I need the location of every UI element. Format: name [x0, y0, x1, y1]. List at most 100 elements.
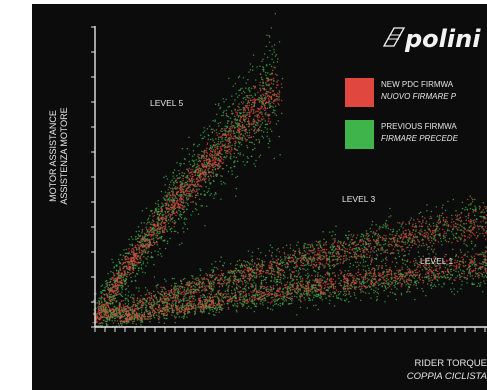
- scatter-point: [180, 191, 183, 193]
- scatter-point: [270, 260, 272, 263]
- scatter-point: [142, 262, 145, 265]
- scatter-point: [161, 230, 164, 232]
- scatter-point: [250, 94, 253, 97]
- scatter-point: [242, 90, 245, 92]
- scatter-point: [152, 237, 155, 239]
- scatter-point: [224, 276, 227, 278]
- scatter-point: [127, 258, 130, 260]
- scatter-point: [257, 128, 260, 131]
- scatter-point: [362, 243, 364, 246]
- scatter-point: [126, 258, 128, 260]
- scatter-point: [254, 79, 257, 81]
- scatter-point: [108, 284, 110, 286]
- scatter-point: [175, 282, 177, 285]
- scatter-point: [331, 255, 333, 258]
- scatter-point: [174, 302, 177, 305]
- scatter-point: [185, 181, 187, 183]
- scatter-point: [265, 90, 268, 93]
- scatter-point: [276, 278, 279, 281]
- scatter-point: [269, 49, 271, 52]
- scatter-point: [130, 236, 133, 238]
- scatter-point: [457, 223, 459, 225]
- scatter-point: [272, 61, 275, 64]
- scatter-point: [253, 111, 255, 114]
- scatter-point: [170, 208, 173, 210]
- scatter-point: [271, 276, 273, 279]
- scatter-point: [426, 248, 429, 251]
- scatter-point: [419, 230, 421, 232]
- scatter-point: [239, 112, 242, 115]
- scatter-point: [109, 294, 111, 296]
- scatter-point: [188, 190, 190, 193]
- scatter-point: [190, 201, 192, 204]
- scatter-point: [356, 234, 359, 237]
- scatter-point: [286, 281, 289, 283]
- scatter-point: [96, 312, 98, 315]
- scatter-point: [284, 253, 286, 255]
- scatter-point: [475, 231, 478, 233]
- scatter-point: [162, 205, 165, 207]
- scatter-point: [173, 212, 176, 215]
- scatter-point: [238, 106, 240, 109]
- scatter-point: [413, 242, 416, 245]
- scatter-point: [231, 170, 233, 172]
- scatter-point: [118, 274, 120, 277]
- scatter-point: [119, 269, 122, 271]
- scatter-point: [396, 245, 399, 248]
- scatter-point: [470, 242, 473, 244]
- scatter-point: [245, 131, 248, 133]
- scatter-point: [241, 123, 244, 126]
- scatter-point: [333, 249, 335, 252]
- scatter-point: [385, 219, 388, 222]
- scatter-point: [205, 177, 207, 180]
- scatter-point: [109, 313, 112, 316]
- scatter-point: [157, 211, 159, 214]
- scatter-point: [294, 265, 297, 268]
- scatter-point: [140, 245, 142, 247]
- scatter-point: [275, 255, 277, 257]
- scatter-point: [203, 149, 206, 152]
- scatter-point: [113, 274, 116, 277]
- scatter-point: [171, 206, 173, 209]
- scatter-point: [236, 96, 239, 98]
- scatter-point: [470, 197, 473, 199]
- scatter-point: [244, 108, 246, 110]
- scatter-point: [472, 198, 474, 201]
- scatter-point: [245, 138, 247, 141]
- scatter-point: [239, 286, 242, 289]
- scatter-point: [186, 195, 189, 197]
- scatter-point: [388, 245, 390, 247]
- scatter-point: [271, 72, 273, 75]
- scatter-point: [135, 236, 137, 238]
- scatter-point: [305, 269, 307, 272]
- scatter-point: [119, 303, 121, 306]
- scatter-point: [117, 293, 120, 295]
- scatter-point: [191, 275, 194, 277]
- scatter-point: [168, 193, 170, 196]
- scatter-point: [242, 111, 245, 114]
- scatter-point: [112, 261, 114, 264]
- scatter-point: [194, 207, 197, 210]
- scatter-point: [255, 131, 258, 133]
- scatter-point: [253, 130, 255, 132]
- scatter-point: [188, 167, 190, 170]
- scatter-point: [260, 123, 262, 126]
- scatter-point: [267, 101, 269, 104]
- scatter-point: [172, 288, 175, 290]
- scatter-point: [348, 230, 350, 232]
- scatter-point: [170, 187, 172, 190]
- scatter-point: [250, 122, 252, 125]
- scatter-point: [125, 297, 128, 300]
- scatter-point: [147, 291, 150, 294]
- scatter-point: [217, 152, 220, 155]
- scatter-point: [169, 194, 172, 197]
- scatter-point: [115, 285, 118, 287]
- scatter-point: [262, 102, 264, 105]
- scatter-point: [173, 169, 176, 171]
- scatter-point: [203, 151, 206, 153]
- scatter-point: [100, 290, 102, 293]
- scatter-point: [237, 269, 240, 272]
- scatter-point: [215, 143, 218, 146]
- scatter-point: [113, 305, 116, 308]
- scatter-point: [218, 160, 221, 163]
